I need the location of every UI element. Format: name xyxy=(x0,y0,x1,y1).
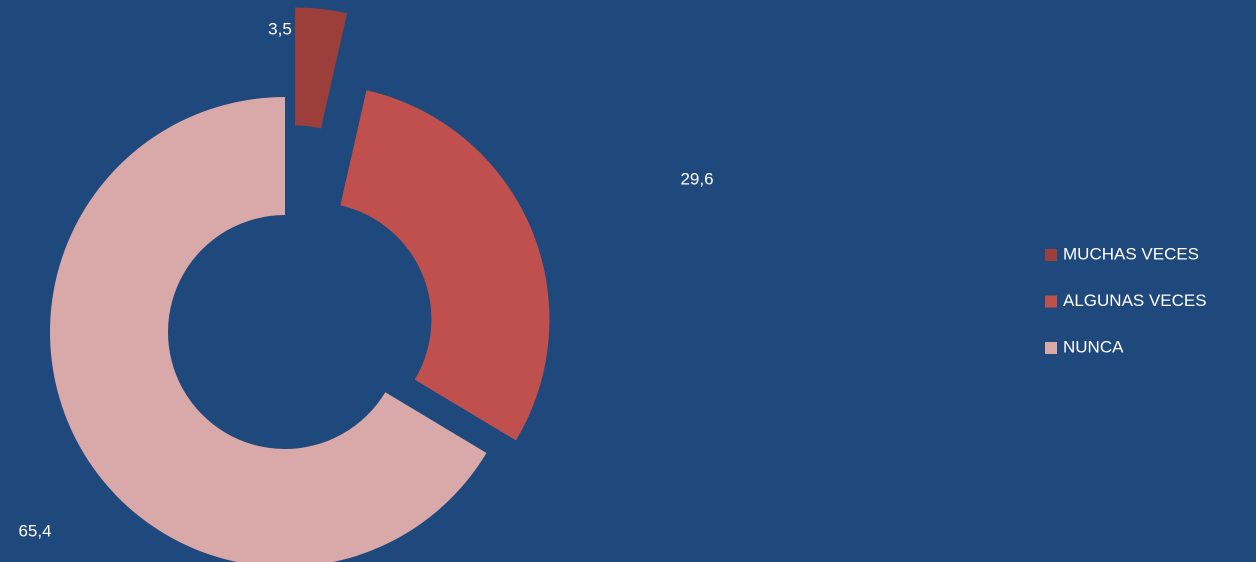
data-label: 29,6 xyxy=(680,169,713,188)
legend-swatch xyxy=(1045,295,1057,308)
legend-label: MUCHAS VECES xyxy=(1063,244,1199,263)
data-label: 65,4 xyxy=(18,521,51,540)
donut-segment xyxy=(50,97,487,562)
data-label: 3,5 xyxy=(268,19,292,38)
donut-segment xyxy=(295,7,348,129)
donut-segment xyxy=(340,90,550,441)
legend-label: NUNCA xyxy=(1063,337,1124,356)
legend-swatch xyxy=(1045,342,1057,354)
legend-swatch xyxy=(1045,249,1057,261)
legend-label: ALGUNAS VECES xyxy=(1063,291,1207,310)
